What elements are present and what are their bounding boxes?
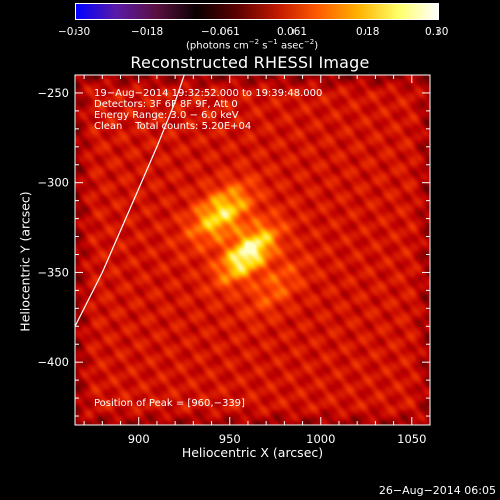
units-part: s: [259, 40, 268, 52]
energy-annotation: Energy Range: 3.0 − 6.0 keV: [94, 110, 239, 121]
colorbar-tick-5: 0.18: [356, 26, 380, 38]
units-sup: −2: [248, 38, 260, 46]
x-tick-label: 950: [219, 432, 241, 446]
detectors-annotation: Detectors: 3F 6F 8F 9F, Att 0: [94, 99, 238, 110]
colorbar-tick-2: −0.18: [131, 26, 164, 38]
colorbar-tick-3: −0.061: [201, 26, 240, 38]
footer-timestamp: 26−Aug−2014 06:05: [378, 484, 496, 497]
colorbar-tick-4: 0.061: [277, 26, 308, 38]
y-tick-label: −300: [37, 176, 69, 190]
y-axis-title: Heliocentric Y (arcsec): [17, 191, 33, 332]
colorbar-units: (photons cm−2 s−1 asec−2): [186, 38, 318, 51]
colorbar: [75, 3, 439, 20]
solar-limb-curve: [75, 75, 185, 327]
units-sup: −2: [303, 38, 315, 46]
y-tick-label: −250: [37, 86, 69, 100]
x-tick-label: 1050: [397, 432, 426, 446]
x-tick-label: 900: [128, 432, 150, 446]
x-tick-label: 1000: [306, 432, 335, 446]
x-axis-title: Heliocentric X (arcsec): [181, 445, 324, 460]
clean-annotation: Clean Total counts: 5.20E+04: [94, 121, 252, 132]
colorbar-tick-1: −0.30: [58, 26, 91, 38]
heatmap-image: [75, 75, 430, 425]
units-part: asec: [277, 40, 304, 52]
units-part: (photons cm: [186, 40, 249, 52]
y-tick-label: −350: [37, 265, 69, 279]
plot-area: [75, 75, 430, 425]
peak-position-annotation: Position of Peak = [960,−339]: [94, 398, 245, 409]
plot-title: Reconstructed RHESSI Image: [130, 53, 370, 72]
units-part: ): [314, 40, 319, 52]
y-tick-label: −400: [37, 355, 69, 369]
colorbar-tick-marks: [75, 20, 439, 34]
colorbar-tick-6: 0.30: [425, 26, 449, 38]
units-sup: −1: [267, 38, 278, 46]
plot-frame: [74, 74, 431, 426]
time-range-annotation: 19−Aug−2014 19:32:52.000 to 19:39:48.000: [94, 88, 323, 99]
